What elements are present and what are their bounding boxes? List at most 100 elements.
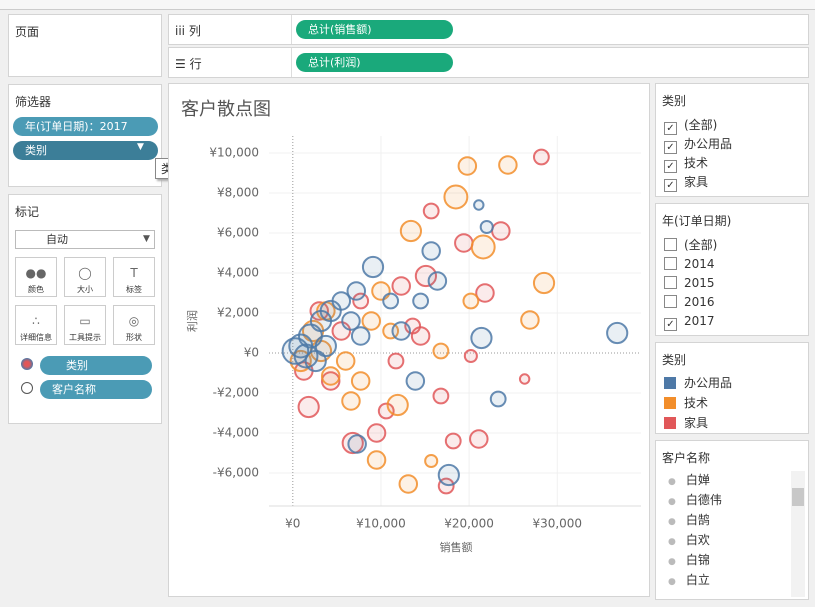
dropdown-arrow[interactable]: ▼ [137, 142, 144, 152]
mark-pill[interactable]: 类别 [40, 356, 152, 375]
checkbox[interactable]: ✓ [664, 179, 677, 192]
legend-item[interactable]: 家具 [664, 414, 708, 433]
filter-item[interactable]: (全部) [664, 236, 717, 255]
point [421, 241, 441, 261]
chart-title: 客户散点图 [181, 99, 271, 120]
filter-item[interactable]: ✓ 家具 [664, 173, 708, 192]
checkbox[interactable]: ✓ [664, 160, 677, 173]
mark-button[interactable]: T 标签 [113, 257, 155, 297]
y-tick-label: -¥4,000 [213, 426, 259, 440]
legend-swatch[interactable] [664, 397, 676, 409]
filter-item-label[interactable]: 家具 [684, 175, 709, 189]
checkbox[interactable] [664, 257, 677, 270]
legend-label[interactable]: 办公用品 [684, 376, 733, 390]
filter-pill[interactable]: 类别 [13, 141, 158, 160]
customer-name[interactable]: 白德伟 [685, 493, 722, 507]
filter-item-label[interactable]: 办公用品 [684, 137, 733, 151]
filter-item-label[interactable]: 2016 [684, 295, 715, 309]
y-tick-label: ¥8,000 [217, 186, 259, 200]
mark-type-select[interactable]: 自动 [15, 230, 155, 249]
filter-item-label[interactable]: (全部) [684, 238, 718, 252]
legend-label[interactable]: 技术 [684, 396, 709, 410]
filter-item[interactable]: ✓ 技术 [664, 154, 708, 173]
mark-button-label: 工具提示 [69, 333, 101, 342]
customer-item[interactable]: ● 白欢 [668, 531, 710, 550]
point [297, 395, 320, 419]
mark-button-label: 颜色 [28, 285, 44, 294]
point [347, 434, 367, 454]
mark-button[interactable]: ◯ 大小 [64, 257, 106, 297]
point [443, 184, 469, 210]
point [437, 463, 460, 487]
mark-button[interactable]: ▭ 工具提示 [64, 305, 106, 345]
point [606, 321, 629, 345]
marks-label: 标记 [15, 205, 40, 219]
point [366, 450, 387, 470]
customer-item[interactable]: ● 白立 [668, 571, 710, 590]
legend-label[interactable]: 家具 [684, 416, 709, 430]
mark-button[interactable]: ∴ 详细信息 [15, 305, 57, 345]
checkbox[interactable] [664, 238, 677, 251]
mark-button[interactable]: ●● 颜色 [15, 257, 57, 297]
customer-name[interactable]: 白婵 [685, 473, 710, 487]
point [470, 234, 496, 260]
point [469, 429, 489, 449]
point [489, 390, 507, 408]
pages-label: 页面 [15, 25, 40, 39]
x-tick-label: ¥20,000 [444, 517, 494, 531]
filter-item[interactable]: ✓ 办公用品 [664, 135, 732, 154]
filter-item[interactable]: 2015 [664, 274, 715, 293]
customer-name[interactable]: 白欢 [685, 533, 710, 547]
bullet: ● [668, 557, 676, 567]
customer-name[interactable]: 白立 [685, 573, 710, 587]
customer-item[interactable]: ● 白鹄 [668, 511, 710, 530]
point [331, 321, 352, 341]
point [350, 371, 371, 391]
filter-item[interactable]: 2016 [664, 293, 715, 312]
legend-item[interactable]: 技术 [664, 394, 708, 413]
filters-label: 筛选器 [15, 95, 52, 109]
customer-name[interactable]: 白鹄 [685, 513, 710, 527]
checkbox[interactable] [664, 276, 677, 289]
legend-swatch[interactable] [664, 377, 676, 389]
point [473, 199, 485, 211]
point [479, 219, 494, 235]
y-axis-title: 利润 [185, 310, 199, 332]
columns-pill[interactable]: 总计(销售额) [296, 20, 453, 39]
checkbox[interactable]: ✓ [664, 318, 677, 331]
filter-item-label[interactable]: 2017 [684, 314, 715, 328]
rows-label: ☰ 行 [175, 55, 202, 72]
checkbox[interactable]: ✓ [664, 122, 677, 135]
customer-item[interactable]: ● 白婵 [668, 471, 710, 490]
checkbox[interactable] [664, 295, 677, 308]
legend-swatch[interactable] [664, 417, 676, 429]
color-icon [21, 358, 33, 370]
legend-item[interactable]: 办公用品 [664, 374, 732, 393]
filter-pill[interactable]: 年(订单日期)：2017 [13, 117, 158, 136]
mark-pill[interactable]: 客户名称 [40, 380, 152, 399]
point [352, 292, 370, 310]
filter-item[interactable]: 2014 [664, 255, 715, 274]
filter-item[interactable]: ✓ (全部) [664, 116, 717, 135]
filter-item-label[interactable]: 2014 [684, 257, 715, 271]
filter-item[interactable]: ✓ 2017 [664, 312, 715, 331]
point [382, 292, 400, 310]
dropdown-arrow[interactable]: ▼ [143, 234, 150, 244]
year-filter-title: 年(订单日期) [662, 214, 732, 228]
point [432, 342, 450, 360]
customer-item[interactable]: ● 白锦 [668, 551, 710, 570]
point [457, 156, 478, 176]
filter-item-label[interactable]: 2015 [684, 276, 715, 290]
rows-label-text: 行 [189, 57, 202, 71]
size-icon [21, 382, 33, 394]
customer-item[interactable]: ● 白德伟 [668, 491, 722, 510]
filter-item-label[interactable]: (全部) [684, 118, 718, 132]
mark-button[interactable]: ◎ 形状 [113, 305, 155, 345]
rows-pill[interactable]: 总计(利润) [296, 53, 453, 72]
checkbox[interactable]: ✓ [664, 141, 677, 154]
point [399, 219, 423, 243]
point [520, 310, 540, 330]
scrollbar-thumb[interactable] [792, 488, 804, 506]
filter-item-label[interactable]: 技术 [684, 156, 709, 170]
customer-name[interactable]: 白锦 [685, 553, 710, 567]
